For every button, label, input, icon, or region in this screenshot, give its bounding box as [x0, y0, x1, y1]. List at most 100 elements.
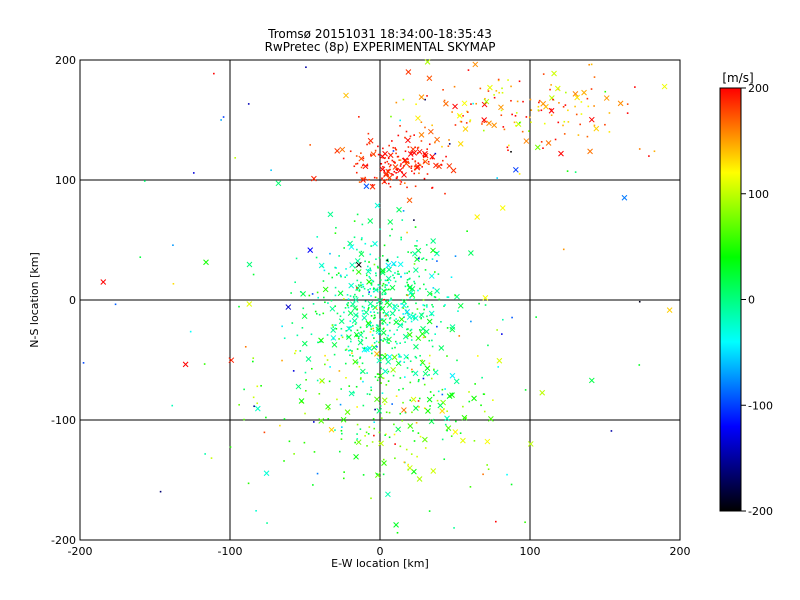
data-point — [418, 172, 420, 175]
data-point — [310, 367, 313, 370]
data-point — [373, 342, 376, 344]
data-point-x — [344, 409, 351, 416]
data-point — [392, 374, 395, 377]
data-point-x — [301, 340, 308, 347]
data-point — [453, 85, 456, 88]
data-point-x — [343, 92, 349, 99]
data-point — [332, 326, 335, 328]
data-point — [483, 121, 486, 123]
data-point — [479, 87, 482, 90]
data-point — [372, 327, 374, 330]
data-point — [302, 307, 305, 310]
data-point — [388, 411, 391, 414]
data-point — [349, 354, 351, 357]
data-point — [376, 473, 378, 475]
data-point — [458, 335, 461, 337]
data-point — [399, 183, 402, 185]
data-point — [413, 440, 416, 442]
data-point — [253, 405, 255, 408]
data-point — [375, 177, 378, 179]
data-point — [356, 335, 358, 337]
data-point — [373, 337, 375, 339]
data-point-x — [263, 470, 270, 477]
data-point — [213, 72, 215, 75]
data-point-x — [496, 357, 503, 364]
data-point — [421, 258, 423, 260]
data-point — [341, 426, 343, 428]
data-point-x — [361, 314, 368, 321]
data-point — [413, 280, 415, 283]
colorbar-tick-label: 200 — [748, 82, 769, 95]
data-point — [410, 328, 413, 331]
data-point — [409, 329, 412, 332]
data-point — [396, 329, 398, 331]
data-point-x — [430, 468, 437, 474]
data-point — [360, 281, 362, 284]
data-point-x — [375, 326, 382, 333]
data-point — [283, 418, 286, 420]
data-point — [377, 324, 379, 327]
data-point — [414, 282, 416, 285]
data-point — [440, 164, 443, 166]
data-point-x — [203, 259, 209, 266]
data-point — [391, 403, 393, 405]
data-point — [510, 483, 513, 486]
data-point — [374, 149, 377, 152]
data-point — [375, 324, 378, 326]
data-point — [384, 284, 387, 286]
data-point-x — [366, 278, 372, 285]
data-point — [360, 286, 363, 289]
data-point — [361, 237, 363, 239]
data-point — [424, 447, 427, 449]
data-point-x — [446, 393, 453, 399]
x-tick-label: 200 — [670, 545, 691, 558]
data-point — [385, 314, 387, 317]
data-point-x — [420, 325, 426, 332]
data-point — [426, 173, 429, 175]
data-point — [364, 242, 367, 245]
data-point-x — [488, 416, 494, 422]
data-point-x — [347, 240, 353, 247]
data-point-x — [414, 163, 421, 170]
data-point — [410, 251, 412, 254]
data-point-x — [386, 174, 393, 181]
data-point-x — [487, 84, 493, 91]
data-point — [388, 436, 391, 439]
data-point — [426, 315, 428, 318]
data-point-x — [376, 357, 383, 364]
data-point — [334, 294, 337, 297]
data-point-x — [381, 397, 388, 404]
data-point — [466, 111, 469, 113]
data-point-x — [409, 286, 416, 292]
data-point-x — [380, 318, 387, 324]
data-point-x — [382, 368, 389, 375]
data-point — [408, 270, 410, 273]
data-point — [484, 97, 486, 100]
data-point — [423, 407, 426, 410]
data-point — [379, 405, 382, 407]
data-point — [372, 329, 375, 332]
data-point — [305, 378, 307, 381]
data-point — [355, 295, 358, 298]
data-point — [357, 337, 360, 340]
data-point — [389, 329, 391, 332]
data-point — [326, 359, 329, 361]
data-point — [564, 104, 567, 106]
data-point — [371, 184, 374, 186]
data-point — [399, 179, 401, 182]
data-point-x — [482, 295, 489, 301]
data-point — [358, 181, 361, 183]
data-point — [387, 380, 390, 382]
data-point — [378, 341, 380, 344]
data-point — [429, 405, 431, 407]
data-point — [538, 101, 540, 104]
data-point — [653, 150, 656, 153]
data-point — [425, 258, 428, 261]
data-point-x — [548, 107, 555, 114]
data-point — [414, 160, 417, 163]
data-point — [338, 370, 341, 372]
data-point — [421, 312, 424, 315]
data-point — [346, 304, 349, 307]
data-point — [462, 405, 464, 408]
data-point — [360, 284, 362, 287]
